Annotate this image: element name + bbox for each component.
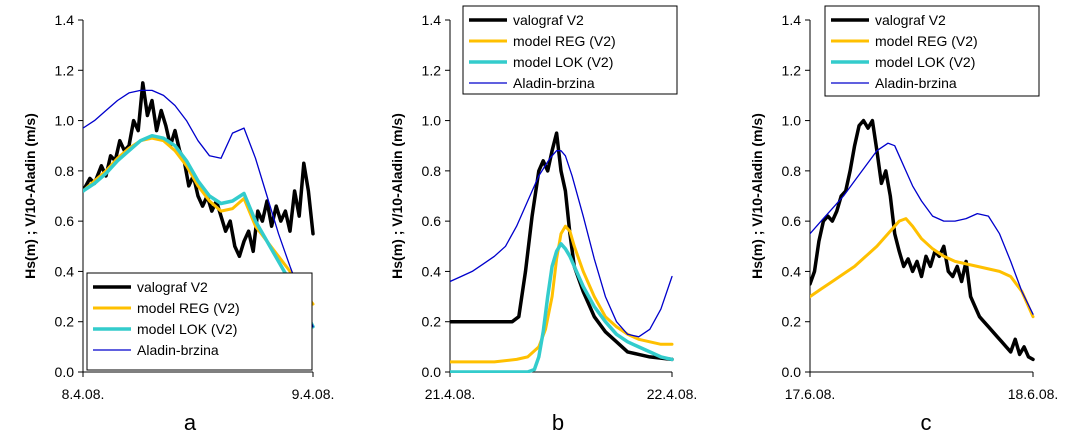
legend-entry-label: Aladin-brzina <box>137 342 219 358</box>
series-line-model-lok-v2- <box>450 242 674 373</box>
series-line-model-lok-v2- <box>83 133 315 329</box>
chart-panel-c: 0.0 0.2 0.4 0.6 0.8 1.0 1.2 1.4 17.6.08. 18.6.08.… <box>749 5 1059 432</box>
panel-label: b <box>552 410 564 432</box>
y-tick-label: 0.2 <box>782 314 802 330</box>
series-line-aladin-brzina <box>810 142 1034 315</box>
legend: valograf V2 model REG (V2) model LOK (V2) A… <box>462 5 678 95</box>
x-tick-label: 17.6.08. <box>785 386 836 402</box>
legend-entry-label: valograf V2 <box>137 279 208 295</box>
series-line-valograf-v2 <box>83 81 315 259</box>
y-tick-label: 1.4 <box>55 12 75 28</box>
y-axis-label: Hs(m) ; V/10-Aladin (m/s) <box>749 113 765 279</box>
chart-panel-b: 0.0 0.2 0.4 0.6 0.8 1.0 1.2 1.4 21.4.08. 22.4.08.… <box>389 5 698 432</box>
legend: valograf V2 model REG (V2) model LOK (V2) A… <box>86 272 313 371</box>
legend-box <box>86 272 313 371</box>
y-tick-label: 0.4 <box>782 263 802 279</box>
legend-entry-label: model REG (V2) <box>875 33 978 49</box>
y-tick-label: 0.6 <box>782 213 802 229</box>
y-tick-label: 1.0 <box>782 113 802 129</box>
charts-layer: 0.0 0.2 0.4 0.6 0.8 1.0 1.2 1.4 8.4.08. 9.4.08. Hs… <box>22 5 1059 432</box>
y-tick-label: 0.4 <box>55 263 75 279</box>
y-tick-label: 0.0 <box>782 364 802 380</box>
y-tick-label: 0.0 <box>55 364 75 380</box>
series-line-valograf-v2 <box>450 131 674 362</box>
x-tick-label: 9.4.08. <box>292 386 335 402</box>
legend-entry-label: model LOK (V2) <box>875 54 975 70</box>
series-line-aladin-brzina <box>83 89 314 328</box>
x-tick-label: 21.4.08. <box>425 386 476 402</box>
y-tick-label: 0.6 <box>55 213 75 229</box>
x-tick-label: 18.6.08. <box>1008 386 1059 402</box>
y-tick-label: 0.8 <box>422 163 442 179</box>
legend-entry-label: model REG (V2) <box>513 33 616 49</box>
legend: valograf V2 model REG (V2) model LOK (V2) A… <box>824 5 1040 97</box>
legend-entry-label: Aladin-brzina <box>513 75 595 91</box>
series-line-aladin-brzina <box>450 150 673 338</box>
series-line-valograf-v2 <box>810 118 1035 362</box>
series-line-model-reg-v2- <box>810 217 1035 319</box>
legend-entry-label: Aladin-brzina <box>875 75 957 91</box>
y-tick-label: 1.4 <box>782 12 802 28</box>
y-tick-label: 0.8 <box>782 163 802 179</box>
y-tick-label: 0.0 <box>422 364 442 380</box>
y-axis-label: Hs(m) ; V/10-Aladin (m/s) <box>389 113 405 279</box>
legend-entry-label: valograf V2 <box>875 12 946 28</box>
y-tick-label: 1.2 <box>782 62 802 78</box>
y-tick-label: 1.0 <box>55 113 75 129</box>
y-tick-label: 1.2 <box>55 62 75 78</box>
legend-entry-label: model REG (V2) <box>137 300 240 316</box>
y-tick-label: 1.0 <box>422 113 442 129</box>
x-tick-label: 8.4.08. <box>62 386 105 402</box>
chart-panel-a: 0.0 0.2 0.4 0.6 0.8 1.0 1.2 1.4 8.4.08. 9.4.08. Hs… <box>22 12 334 432</box>
y-tick-label: 0.8 <box>55 163 75 179</box>
series-line-model-reg-v2- <box>450 224 674 364</box>
y-tick-label: 0.4 <box>422 263 442 279</box>
y-tick-label: 1.4 <box>422 12 442 28</box>
y-tick-label: 0.6 <box>422 213 442 229</box>
panel-label: a <box>184 410 197 432</box>
legend-entry-label: model LOK (V2) <box>137 321 237 337</box>
x-tick-label: 22.4.08. <box>647 386 698 402</box>
y-tick-label: 1.2 <box>422 62 442 78</box>
y-axis-label: Hs(m) ; V/10-Aladin (m/s) <box>22 113 38 279</box>
y-tick-label: 0.2 <box>55 314 75 330</box>
y-tick-label: 0.2 <box>422 314 442 330</box>
legend-entry-label: model LOK (V2) <box>513 54 613 70</box>
legend-entry-label: valograf V2 <box>513 12 584 28</box>
panel-label: c <box>921 410 932 432</box>
